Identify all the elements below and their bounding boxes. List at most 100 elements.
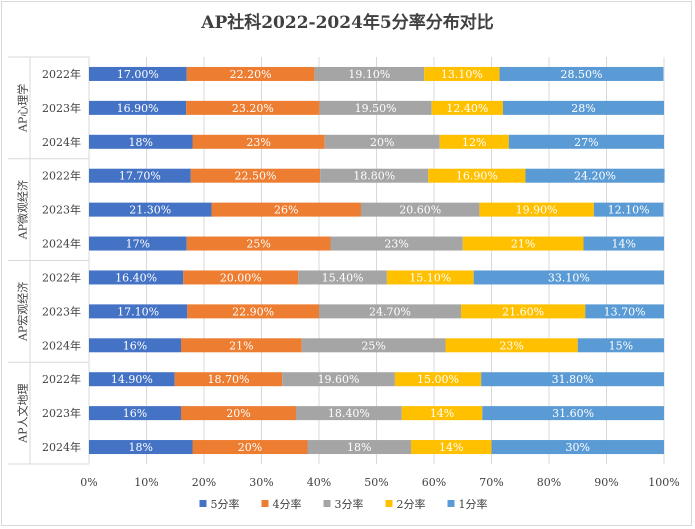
data-label: 20% <box>370 136 394 149</box>
data-label: 20.60% <box>399 204 441 217</box>
data-label: 23% <box>246 136 270 149</box>
bar-segment <box>319 304 462 319</box>
data-label: 16.90% <box>117 102 159 115</box>
year-label: 2023年 <box>42 203 81 217</box>
data-label: 12.40% <box>446 102 488 115</box>
bar-segment <box>181 338 302 353</box>
bar-segment <box>89 304 188 319</box>
bar-segment <box>186 100 320 115</box>
bar-segment <box>187 304 319 319</box>
data-label: 27% <box>574 136 598 149</box>
bar-segment <box>593 202 664 217</box>
bar-segment <box>89 270 184 285</box>
bar-segment <box>386 270 474 285</box>
data-label: 14.90% <box>111 373 153 386</box>
data-label: 22.50% <box>234 170 276 183</box>
data-label: 13.10% <box>441 68 483 81</box>
bar-segment <box>394 372 482 387</box>
data-label: 23% <box>384 238 408 251</box>
data-label: 20% <box>226 407 250 420</box>
year-label: 2024年 <box>42 338 81 352</box>
data-label: 14% <box>612 238 636 251</box>
data-label: 28% <box>571 102 595 115</box>
bar-segment <box>89 66 187 81</box>
data-label: 21.60% <box>502 305 544 318</box>
data-label: 15% <box>609 339 633 352</box>
year-label: 2024年 <box>42 440 81 454</box>
x-tick-label: 80% <box>537 476 561 489</box>
x-tick-label: 10% <box>134 476 158 489</box>
bar-segment <box>461 304 586 319</box>
bar-segment <box>186 236 331 251</box>
bar-segment <box>401 406 483 421</box>
legend-label: 5分率 <box>211 497 240 511</box>
bar-segment <box>525 168 665 183</box>
bar-segment <box>583 236 664 251</box>
x-tick-label: 0% <box>80 476 97 489</box>
data-label: 18% <box>129 441 153 454</box>
bar-segment <box>577 338 664 353</box>
data-label: 12.10% <box>608 204 650 217</box>
data-label: 26% <box>274 204 298 217</box>
data-label: 18.70% <box>207 373 249 386</box>
x-tick-label: 70% <box>479 476 503 489</box>
data-label: 14% <box>439 441 463 454</box>
year-label: 2023年 <box>42 101 81 115</box>
data-label: 19.10% <box>348 68 390 81</box>
data-label: 31.80% <box>552 373 594 386</box>
group-label: AP人文地理 <box>16 383 30 443</box>
data-label: 16% <box>123 339 147 352</box>
data-label: 19.90% <box>516 204 558 217</box>
data-label: 21.30% <box>129 204 171 217</box>
data-label: 24.20% <box>574 170 616 183</box>
data-label: 19.50% <box>355 102 397 115</box>
x-tick-label: 30% <box>249 476 273 489</box>
bar-segment <box>585 304 664 319</box>
data-label: 14% <box>430 407 454 420</box>
bar-segment <box>282 372 395 387</box>
x-tick-label: 40% <box>307 476 331 489</box>
legend-label: 4分率 <box>273 497 302 511</box>
year-label: 2022年 <box>42 372 81 386</box>
data-label: 23% <box>499 339 523 352</box>
data-label: 16% <box>123 407 147 420</box>
bar-segment <box>296 406 402 421</box>
legend-swatch <box>261 500 269 507</box>
bar-segment <box>320 168 429 183</box>
year-label: 2022年 <box>42 67 81 81</box>
bar-segment <box>181 406 296 421</box>
data-label: 31.60% <box>552 407 594 420</box>
bar-segment <box>89 100 187 115</box>
legend-swatch <box>385 500 393 507</box>
bar-segment <box>174 372 283 387</box>
year-label: 2024年 <box>42 237 81 251</box>
bar-segment <box>301 338 446 353</box>
data-label: 33.10% <box>548 271 590 284</box>
bar-segment <box>462 236 584 251</box>
x-tick-label: 100% <box>648 476 679 489</box>
x-tick-label: 60% <box>422 476 446 489</box>
bar-segment <box>481 372 664 387</box>
legend-swatch <box>447 500 455 507</box>
data-label: 15.40% <box>322 271 364 284</box>
data-label: 20% <box>238 441 262 454</box>
x-tick-label: 90% <box>594 476 618 489</box>
bar-segment <box>431 100 503 115</box>
bar-segment <box>503 100 664 115</box>
bar-segment <box>330 236 463 251</box>
group-label: AP宏观经济 <box>16 282 30 342</box>
x-tick-label: 20% <box>192 476 216 489</box>
bar-segment <box>190 168 321 183</box>
bar-segment <box>186 66 315 81</box>
x-tick-label: 50% <box>364 476 388 489</box>
bar-segment <box>445 338 578 353</box>
data-label: 25% <box>246 238 270 251</box>
year-label: 2022年 <box>42 169 81 183</box>
year-label: 2023年 <box>42 304 81 318</box>
data-label: 15.10% <box>409 271 451 284</box>
chart-title: AP社科2022-2024年5分率分布对比 <box>201 13 494 33</box>
bar-segment <box>508 134 664 149</box>
bar-segment <box>482 406 664 421</box>
bar-segment <box>319 100 432 115</box>
